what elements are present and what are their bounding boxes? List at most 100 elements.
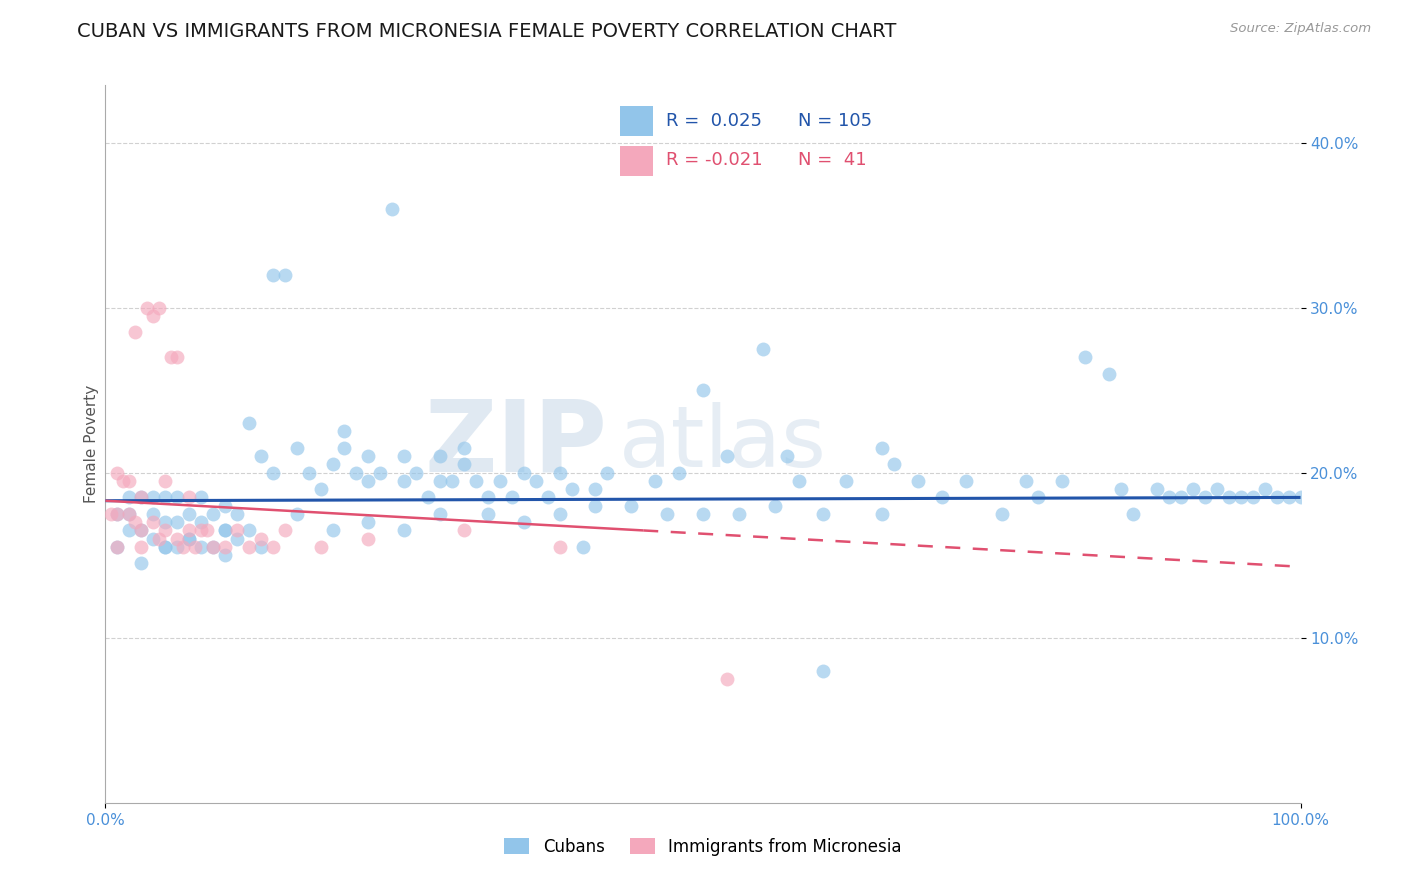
Point bbox=[214, 548, 236, 562]
Point bbox=[333, 425, 356, 439]
Point bbox=[136, 301, 159, 315]
Point bbox=[1254, 482, 1277, 496]
Point bbox=[273, 268, 295, 282]
Point bbox=[464, 474, 488, 488]
Point bbox=[177, 524, 201, 538]
Point bbox=[429, 449, 451, 463]
Point bbox=[357, 474, 380, 488]
Point bbox=[1159, 491, 1181, 505]
Point bbox=[931, 491, 953, 505]
Point bbox=[153, 524, 177, 538]
Point bbox=[172, 540, 194, 554]
Point bbox=[202, 540, 225, 554]
Point bbox=[262, 268, 284, 282]
Point bbox=[118, 524, 141, 538]
Point bbox=[166, 515, 188, 529]
Point bbox=[392, 474, 416, 488]
Point bbox=[1146, 482, 1168, 496]
Legend: Cubans, Immigrants from Micronesia: Cubans, Immigrants from Micronesia bbox=[505, 838, 901, 855]
Point bbox=[238, 524, 260, 538]
Point bbox=[596, 466, 619, 480]
Point bbox=[1026, 491, 1049, 505]
Point bbox=[572, 540, 595, 554]
Point bbox=[148, 532, 170, 546]
Point bbox=[153, 491, 177, 505]
Text: N = 105: N = 105 bbox=[799, 112, 872, 130]
Point bbox=[1241, 491, 1264, 505]
FancyBboxPatch shape bbox=[620, 106, 652, 136]
Point bbox=[692, 383, 714, 397]
Point bbox=[453, 458, 475, 472]
Point bbox=[1265, 491, 1288, 505]
Point bbox=[250, 449, 273, 463]
Point bbox=[309, 482, 332, 496]
Point bbox=[751, 342, 773, 356]
Point bbox=[166, 491, 188, 505]
Point bbox=[548, 540, 571, 554]
Point bbox=[238, 540, 260, 554]
Point bbox=[1277, 491, 1299, 505]
Point bbox=[536, 491, 558, 505]
Point bbox=[1206, 482, 1229, 496]
Point bbox=[357, 449, 380, 463]
Point bbox=[429, 507, 451, 521]
Point bbox=[1098, 367, 1121, 381]
Point bbox=[418, 491, 440, 505]
Point bbox=[763, 499, 786, 513]
Point bbox=[1074, 350, 1097, 364]
Point bbox=[453, 441, 475, 455]
Point bbox=[321, 458, 344, 472]
Point bbox=[429, 474, 451, 488]
Point bbox=[129, 540, 153, 554]
Point bbox=[177, 532, 201, 546]
Point bbox=[548, 466, 571, 480]
Point bbox=[548, 507, 571, 521]
Point bbox=[129, 524, 153, 538]
Point bbox=[644, 474, 666, 488]
Point bbox=[195, 524, 218, 538]
Point bbox=[1181, 482, 1204, 496]
FancyBboxPatch shape bbox=[620, 145, 652, 176]
Point bbox=[357, 515, 380, 529]
Point bbox=[381, 202, 404, 216]
Point bbox=[107, 540, 129, 554]
Point bbox=[1218, 491, 1240, 505]
Point bbox=[202, 507, 225, 521]
Text: CUBAN VS IMMIGRANTS FROM MICRONESIA FEMALE POVERTY CORRELATION CHART: CUBAN VS IMMIGRANTS FROM MICRONESIA FEMA… bbox=[77, 22, 897, 41]
Point bbox=[776, 449, 799, 463]
Point bbox=[585, 499, 607, 513]
Point bbox=[298, 466, 321, 480]
Point bbox=[124, 326, 146, 340]
Point bbox=[166, 350, 188, 364]
Text: atlas: atlas bbox=[619, 402, 827, 485]
Point bbox=[166, 540, 188, 554]
Point bbox=[990, 507, 1012, 521]
Point bbox=[787, 474, 810, 488]
Point bbox=[501, 491, 523, 505]
Point bbox=[811, 664, 834, 678]
Point bbox=[177, 532, 201, 546]
Point bbox=[250, 540, 273, 554]
Point bbox=[513, 515, 536, 529]
Point bbox=[107, 507, 129, 521]
Point bbox=[238, 416, 260, 430]
Point bbox=[489, 474, 512, 488]
Point bbox=[1122, 507, 1144, 521]
Point bbox=[118, 507, 141, 521]
Point bbox=[524, 474, 547, 488]
Point bbox=[1170, 491, 1192, 505]
Point bbox=[129, 524, 153, 538]
Point bbox=[214, 524, 236, 538]
Point bbox=[118, 491, 141, 505]
Point bbox=[190, 515, 212, 529]
Point bbox=[835, 474, 858, 488]
Point bbox=[333, 441, 356, 455]
Point bbox=[477, 507, 499, 521]
Point bbox=[184, 540, 207, 554]
Point bbox=[262, 466, 284, 480]
Point bbox=[1111, 482, 1133, 496]
Point bbox=[392, 524, 416, 538]
Point bbox=[477, 491, 499, 505]
Point bbox=[118, 507, 141, 521]
Point bbox=[142, 507, 165, 521]
